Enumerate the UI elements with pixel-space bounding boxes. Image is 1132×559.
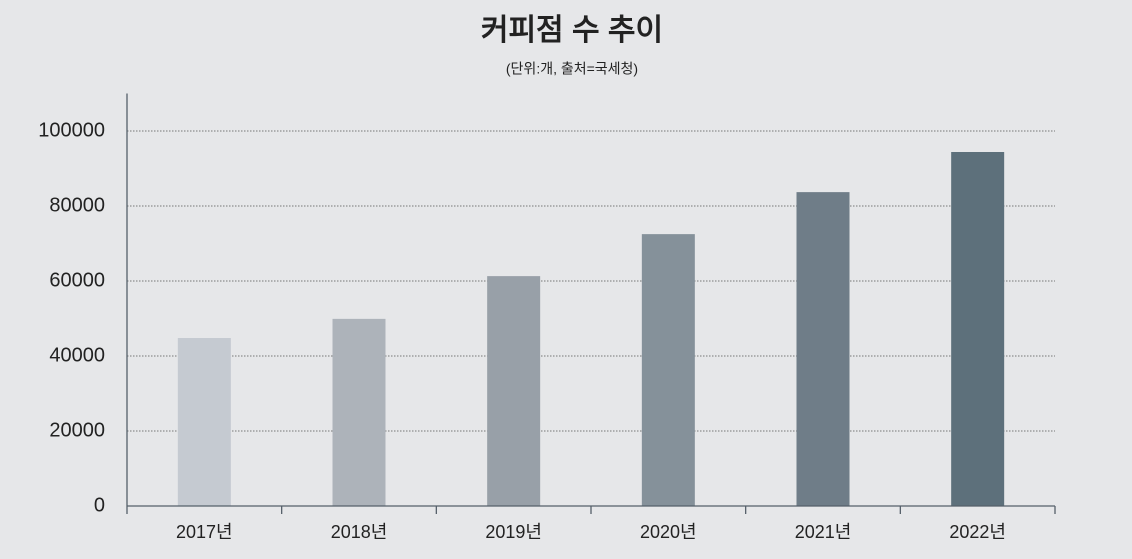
bar: [487, 276, 541, 506]
y-tick-label: 80000: [49, 194, 105, 216]
bar: [641, 234, 695, 506]
chart-subtitle: (단위:개, 출처=국세청): [506, 61, 638, 77]
y-tick-label: 100000: [38, 119, 105, 141]
x-tick-label: 2019년: [485, 522, 542, 542]
y-tick-label: 40000: [49, 344, 105, 366]
bar: [177, 338, 231, 506]
x-tick-label: 2020년: [640, 522, 697, 542]
bar: [951, 152, 1005, 506]
bar: [796, 192, 850, 506]
y-tick-label: 20000: [49, 419, 105, 441]
x-tick-label: 2021년: [795, 522, 852, 542]
x-tick-label: 2017년: [176, 522, 233, 542]
x-tick-label: 2018년: [331, 522, 388, 542]
chart-title: 커피점 수 추이: [481, 14, 663, 47]
bar: [332, 318, 386, 506]
y-tick-label: 60000: [49, 269, 105, 291]
x-tick-label: 2022년: [949, 522, 1006, 542]
y-tick-label: 0: [94, 494, 105, 516]
